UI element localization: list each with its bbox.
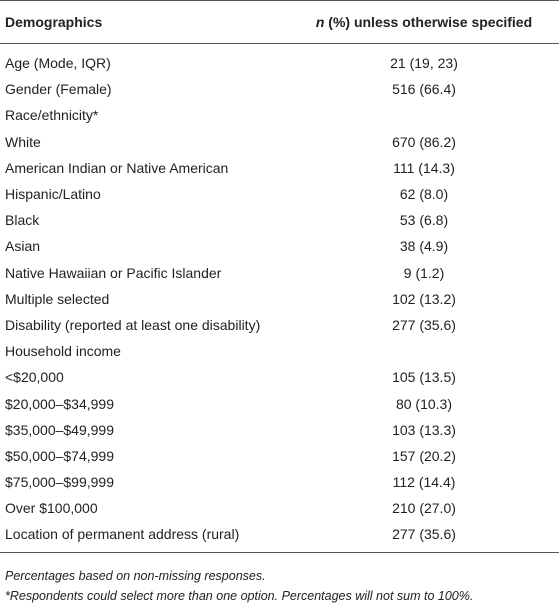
row-value: 62 (8.0) [399, 186, 449, 203]
table-row: Age (Mode, IQR) 21 (19, 23) [0, 44, 559, 77]
row-label: $35,000–$49,999 [5, 421, 114, 438]
row-label: Gender (Female) [5, 81, 112, 98]
row-value [289, 338, 559, 364]
row-label: Black [5, 212, 40, 229]
footnote-percentages: Percentages based on non-missing respons… [5, 569, 266, 583]
table-row: Race/ethnicity* [0, 102, 559, 128]
table-row: Disability (reported at least one disabi… [0, 312, 559, 338]
demographics-table: Demographics n (%) unless otherwise spec… [0, 0, 559, 553]
row-value: 210 (27.0) [392, 500, 456, 517]
row-label: Location of permanent address (rural) [0, 521, 289, 553]
header-n-rest: (%) unless otherwise specified [324, 14, 533, 30]
row-value: 105 (13.5) [392, 369, 456, 386]
row-label: Household income [5, 343, 121, 360]
row-value: 112 (14.4) [392, 474, 456, 491]
row-value: 21 (19, 23) [390, 55, 458, 72]
header-demographics: Demographics [0, 0, 289, 44]
table-row: Over $100,000 210 (27.0) [0, 495, 559, 521]
row-value: 111 (14.3) [393, 159, 455, 176]
table-header-row: Demographics n (%) unless otherwise spec… [0, 0, 559, 44]
row-value: 80 (10.3) [395, 395, 453, 412]
row-value: 277 (35.6) [392, 316, 456, 333]
row-value: 516 (66.4) [392, 81, 456, 98]
table-row: Native Hawaiian or Pacific Islander 9 (1… [0, 260, 559, 286]
table-row: $75,000–$99,999 112 (14.4) [0, 469, 559, 495]
table-row: Hispanic/Latino 62 (8.0) [0, 181, 559, 207]
table-row: $35,000–$49,999 103 (13.3) [0, 417, 559, 443]
row-label: American Indian or Native American [5, 159, 229, 176]
table-row: Multiple selected 102 (13.2) [0, 286, 559, 312]
table-row: <$20,000 105 (13.5) [0, 364, 559, 390]
row-label: $20,000–$34,999 [5, 395, 114, 412]
row-value: 277 (35.6) [289, 521, 559, 553]
row-label: <$20,000 [5, 369, 64, 386]
table-row: Location of permanent address (rural) 27… [0, 521, 559, 553]
table-footnotes: Percentages based on non-missing respons… [5, 566, 473, 606]
row-label: White [5, 133, 41, 150]
row-value: 38 (4.9) [399, 238, 449, 255]
row-label: Race/ethnicity* [5, 107, 99, 124]
header-n-italic: n [315, 14, 325, 30]
table-row: $20,000–$34,999 80 (10.3) [0, 390, 559, 416]
row-value: 53 (6.8) [399, 212, 449, 229]
row-value: 9 (1.2) [403, 264, 445, 281]
table-row: Asian 38 (4.9) [0, 233, 559, 259]
row-value: 103 (13.3) [392, 421, 456, 438]
row-label: Age (Mode, IQR) [5, 55, 111, 72]
row-label: $50,000–$74,999 [5, 447, 114, 464]
header-n-percent: n (%) unless otherwise specified [289, 0, 559, 44]
table-row: Household income [0, 338, 559, 364]
row-label: Multiple selected [5, 290, 110, 307]
row-label: Asian [5, 238, 41, 255]
table-row: American Indian or Native American 111 (… [0, 155, 559, 181]
row-value: 157 (20.2) [392, 447, 456, 464]
row-label: Over $100,000 [5, 500, 98, 517]
footnote-multiple-options: *Respondents could select more than one … [5, 589, 474, 603]
row-label: Hispanic/Latino [5, 186, 101, 203]
table-body: Age (Mode, IQR) 21 (19, 23) Gender (Fema… [0, 44, 559, 553]
row-value [289, 102, 559, 128]
row-label: Native Hawaiian or Pacific Islander [5, 264, 222, 281]
row-value: 670 (86.2) [392, 133, 456, 150]
row-label: $75,000–$99,999 [5, 474, 114, 491]
table-row: Gender (Female) 516 (66.4) [0, 76, 559, 102]
row-value: 102 (13.2) [392, 290, 456, 307]
row-label: Disability (reported at least one disabi… [5, 316, 261, 333]
table-row: $50,000–$74,999 157 (20.2) [0, 443, 559, 469]
table-row: White 670 (86.2) [0, 129, 559, 155]
table-row: Black 53 (6.8) [0, 207, 559, 233]
